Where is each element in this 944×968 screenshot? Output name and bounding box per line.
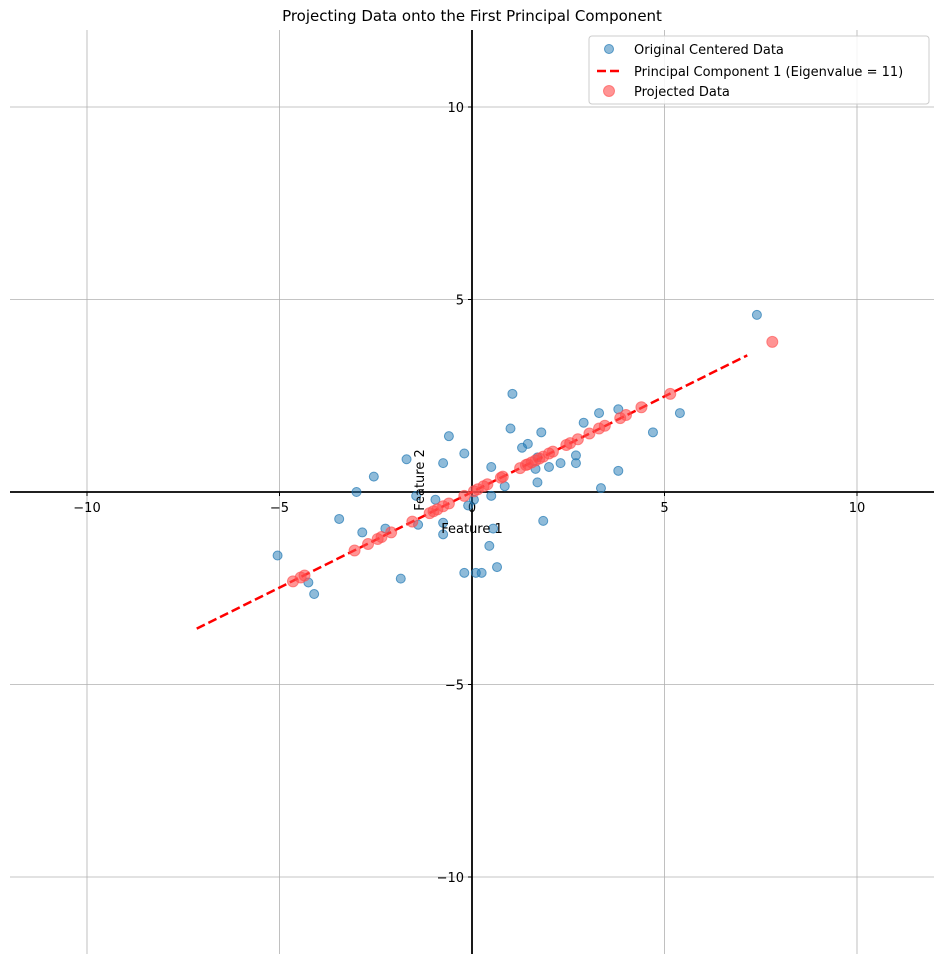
original-data-point — [459, 448, 470, 459]
x-axis-label: Feature 1 — [441, 522, 503, 537]
original-data-point — [368, 471, 379, 482]
projected-data-point — [286, 575, 299, 588]
x-tick-label: 10 — [849, 501, 866, 516]
projected-data-point — [593, 422, 606, 435]
legend-marker-original — [604, 44, 614, 54]
projected-data-point — [348, 544, 361, 557]
legend-label: Projected Data — [634, 85, 730, 100]
projected-data-point — [560, 439, 573, 452]
original-data-point — [309, 589, 320, 600]
original-data-point — [544, 461, 554, 472]
projected-data-point — [467, 485, 480, 498]
y-tick-label: 10 — [447, 101, 464, 116]
original-data-point — [401, 454, 412, 465]
projected-data-point — [494, 471, 507, 484]
original-data-point — [486, 490, 497, 501]
original-data-point — [357, 527, 368, 538]
x-tick-label: 5 — [660, 501, 668, 516]
original-data-point — [538, 515, 549, 526]
projected-data-point — [614, 412, 627, 425]
y-axis-label: Feature 2 — [413, 449, 428, 511]
original-data-point — [486, 461, 497, 472]
original-data-point — [459, 567, 470, 578]
original-data-point — [751, 309, 762, 320]
projected-data-point — [766, 335, 779, 348]
original-data-point — [613, 465, 624, 476]
original-data-point — [272, 550, 283, 561]
projected-data-point — [583, 427, 596, 440]
x-tick-label: −5 — [270, 501, 289, 516]
original-data-point — [411, 490, 422, 501]
original-data-point — [647, 427, 658, 438]
original-data-point — [674, 408, 685, 419]
original-data-point — [517, 442, 528, 453]
original-data-point — [334, 513, 345, 524]
original-data-point — [532, 477, 543, 488]
data-layer — [196, 309, 779, 630]
legend: Original Centered Data Principal Componen… — [588, 35, 930, 105]
original-data-point — [484, 540, 495, 551]
projected-data-point — [406, 515, 419, 528]
projected-data-point — [423, 507, 436, 520]
y-tick-label: −5 — [445, 679, 464, 694]
original-data-point — [578, 417, 589, 428]
chart-title: Projecting Data onto the First Principal… — [282, 7, 662, 25]
projected-data-point — [664, 387, 677, 400]
legend-label: Principal Component 1 (Eigenvalue = 11) — [634, 65, 903, 80]
projected-data-point — [362, 537, 375, 550]
original-data-point — [492, 562, 503, 573]
original-data-point — [488, 523, 499, 534]
original-data-point — [438, 458, 449, 469]
original-data-point — [351, 487, 362, 497]
legend-marker-projected — [603, 85, 615, 97]
original-data-point — [570, 458, 581, 469]
projected-data-point — [385, 526, 398, 539]
projected-data-point — [371, 532, 384, 545]
projected-data-point — [635, 401, 648, 414]
y-tick-label: 5 — [456, 294, 464, 309]
y-tick-label: −10 — [437, 871, 464, 886]
original-data-point — [505, 423, 516, 434]
legend-box — [588, 35, 930, 105]
original-data-point — [463, 500, 474, 511]
legend-label: Original Centered Data — [634, 43, 784, 58]
original-data-point — [395, 573, 406, 584]
original-data-point — [438, 529, 449, 540]
original-data-point — [536, 427, 547, 438]
original-data-point — [507, 388, 518, 399]
original-data-point — [595, 483, 606, 494]
original-data-point — [555, 458, 566, 469]
projected-data-point — [514, 462, 527, 475]
axis-labels: Feature 1 Feature 2 — [413, 449, 503, 537]
x-tick-label: −10 — [73, 501, 100, 516]
original-data-point — [438, 517, 449, 528]
projected-data-point — [458, 489, 471, 502]
original-data-point — [470, 567, 481, 578]
original-data-point — [443, 431, 454, 442]
original-data-point — [594, 408, 605, 419]
